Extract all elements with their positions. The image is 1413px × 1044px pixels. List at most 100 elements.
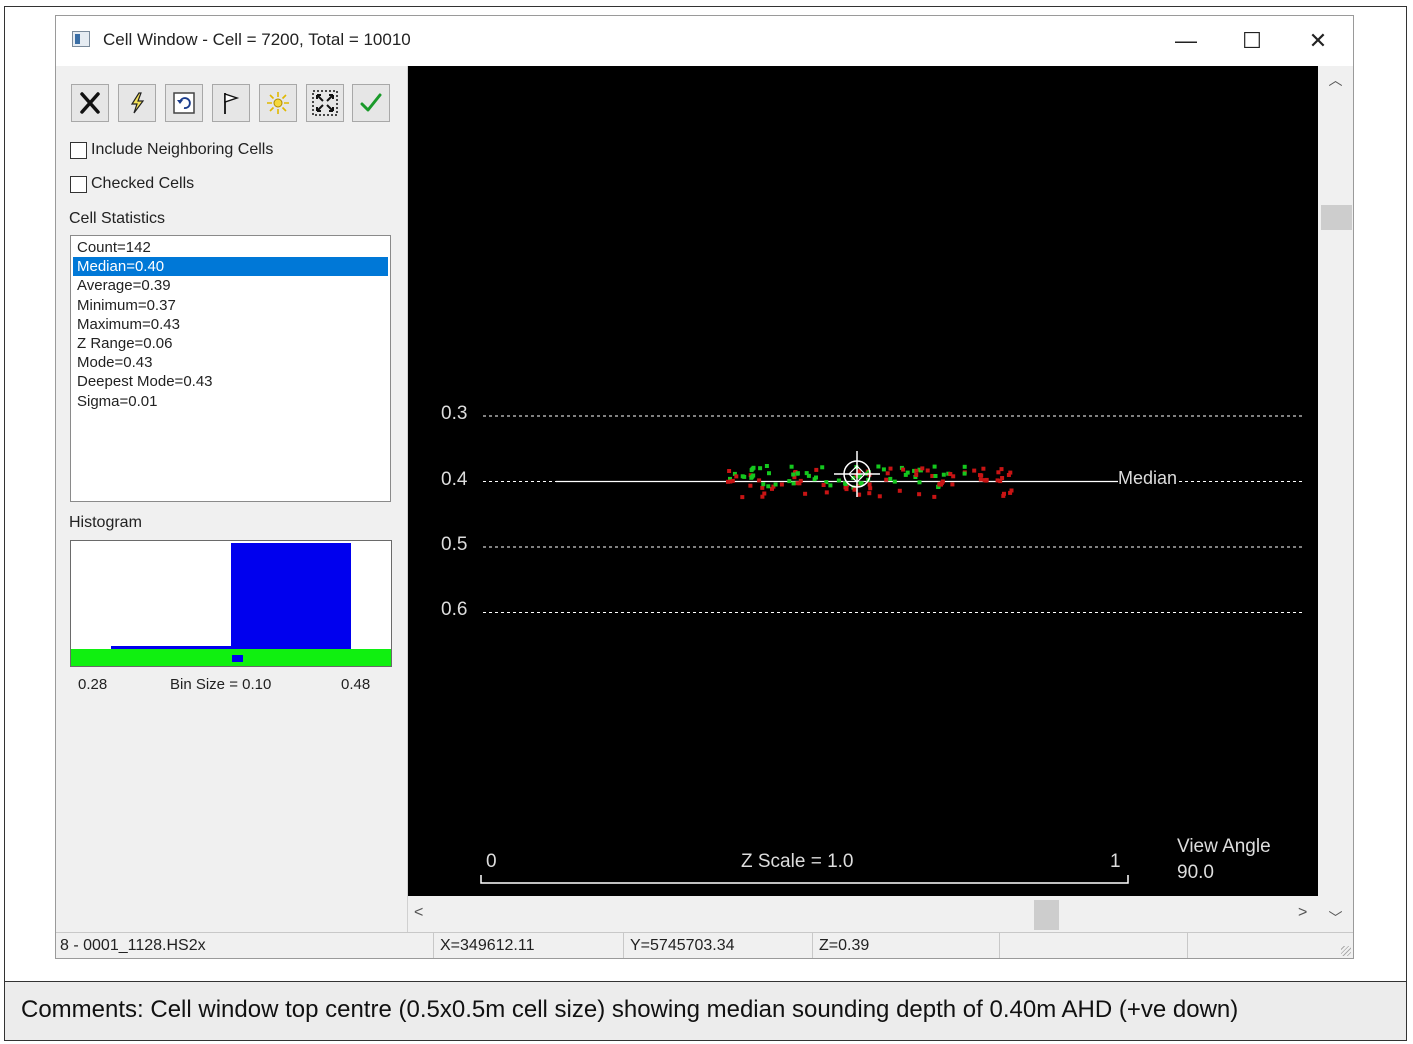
z-scale-bar	[480, 875, 1129, 884]
sounding-point	[773, 482, 778, 487]
stat-sigma[interactable]: Sigma=0.01	[77, 392, 158, 410]
sounding-point	[836, 478, 841, 483]
sounding-point	[982, 478, 987, 483]
sounding-point	[888, 466, 893, 471]
histogram-min-label: 0.28	[78, 676, 108, 693]
flag-icon	[224, 93, 240, 114]
stat-maximum[interactable]: Maximum=0.43	[77, 315, 180, 333]
maximize-button[interactable]: ☐	[1242, 28, 1262, 53]
accept-button[interactable]	[352, 84, 390, 122]
sounding-point	[888, 476, 893, 481]
sounding-point	[912, 468, 917, 473]
sounding-point	[824, 480, 829, 485]
left-panel: Include Neighboring Cells Checked Cells …	[56, 66, 408, 932]
sounding-point	[972, 468, 977, 473]
sounding-point	[978, 477, 983, 482]
sounding-point	[981, 466, 986, 471]
undo-button[interactable]	[165, 84, 203, 122]
app-icon	[72, 31, 90, 47]
fit-view-icon	[312, 90, 338, 116]
sounding-point	[730, 478, 735, 483]
histogram-bar-0	[111, 646, 231, 651]
sounding-point	[941, 472, 946, 477]
checked-cells-label: Checked Cells	[91, 175, 195, 192]
sounding-point	[913, 475, 918, 479]
horizontal-scrollbar[interactable]: < >	[408, 896, 1318, 932]
sounding-point	[728, 479, 733, 484]
sounding-point	[905, 470, 910, 475]
sounding-point	[787, 479, 792, 484]
sounding-point	[762, 491, 767, 496]
resize-grip-icon[interactable]	[1341, 946, 1351, 956]
sounding-point	[806, 473, 811, 478]
sounding-point	[767, 471, 771, 476]
horizontal-scroll-thumb[interactable]	[1034, 900, 1059, 930]
tools-button[interactable]	[71, 84, 109, 122]
sounding-point	[1000, 476, 1005, 480]
sounding-point	[877, 494, 882, 499]
z-scale-left-label: 0	[486, 851, 497, 872]
stat-deepest-mode[interactable]: Deepest Mode=0.43	[77, 373, 213, 391]
title-bar: Cell Window - Cell = 7200, Total = 10010…	[56, 16, 1353, 66]
stat-count[interactable]: Count=142	[77, 239, 151, 256]
sun-button[interactable]	[259, 84, 297, 122]
stat-mode[interactable]: Mode=0.43	[77, 354, 153, 372]
sounding-point	[740, 495, 745, 500]
sounding-point	[779, 482, 784, 487]
flag-button[interactable]	[212, 84, 250, 122]
checked-cells-checkbox[interactable]	[70, 175, 87, 193]
status-y-coordinate: Y=5745703.34	[624, 933, 813, 958]
sounding-plot[interactable]: 0.3 0.4 0.5 0.6 Median 0 Z Scale = 1.0 1…	[408, 66, 1318, 896]
include-neighboring-option[interactable]: Include Neighboring Cells	[70, 140, 273, 160]
scroll-left-icon[interactable]: <	[414, 904, 424, 921]
scroll-down-icon[interactable]: ﹀	[1328, 910, 1343, 926]
checkmark-icon	[360, 93, 382, 112]
sounding-point	[950, 482, 955, 487]
sounding-point	[814, 467, 819, 472]
sounding-point	[751, 465, 756, 470]
sounding-point	[984, 477, 989, 482]
sounding-point	[770, 486, 774, 491]
sounding-point	[828, 483, 833, 488]
histogram-bar-1	[231, 543, 351, 651]
stat-average[interactable]: Average=0.39	[77, 277, 171, 295]
sounding-point	[917, 492, 922, 497]
status-file: 8 - 0001_1128.HS2x	[56, 933, 434, 958]
minimize-button[interactable]: —	[1175, 28, 1197, 53]
view-angle-label: View Angle	[1177, 836, 1271, 857]
vertical-scrollbar[interactable]: ︿ ﹀	[1318, 66, 1353, 932]
sounding-point	[876, 464, 881, 469]
sounding-point	[797, 481, 802, 486]
include-neighboring-checkbox[interactable]	[70, 141, 87, 159]
sounding-point	[868, 486, 873, 491]
stat-median[interactable]: Median=0.40	[73, 257, 388, 277]
sounding-point	[764, 464, 769, 468]
histogram-max-label: 0.48	[341, 676, 371, 693]
lightning-button[interactable]	[118, 84, 156, 122]
sounding-point	[795, 471, 800, 476]
z-scale-label: Z Scale = 1.0	[741, 851, 854, 872]
cell-statistics-list[interactable]: Count=142 Median=0.40 Average=0.39 Minim…	[70, 235, 391, 502]
checked-cells-option[interactable]: Checked Cells	[70, 174, 194, 194]
stat-z-range[interactable]: Z Range=0.06	[77, 334, 173, 352]
sounding-point	[903, 472, 908, 477]
sounding-point	[914, 472, 919, 477]
sounding-point	[751, 473, 756, 478]
fit-view-button[interactable]	[306, 84, 344, 122]
sounding-point	[901, 467, 906, 472]
sounding-point	[857, 469, 862, 474]
sounding-point	[742, 474, 747, 479]
scroll-right-icon[interactable]: >	[1298, 904, 1308, 921]
sounding-point	[1009, 488, 1014, 493]
depth-label-0.4: 0.4	[441, 469, 468, 490]
stat-minimum[interactable]: Minimum=0.37	[77, 296, 176, 314]
cursor-crosshair-icon	[834, 451, 880, 497]
vertical-scroll-thumb[interactable]	[1321, 205, 1352, 230]
histogram-chart	[70, 540, 392, 667]
sounding-point	[932, 464, 937, 469]
close-button[interactable]: ✕	[1308, 28, 1328, 53]
sounding-point	[925, 468, 930, 473]
scroll-up-icon[interactable]: ︿	[1328, 72, 1343, 88]
sounding-point	[732, 471, 737, 476]
sounding-point	[798, 478, 803, 483]
